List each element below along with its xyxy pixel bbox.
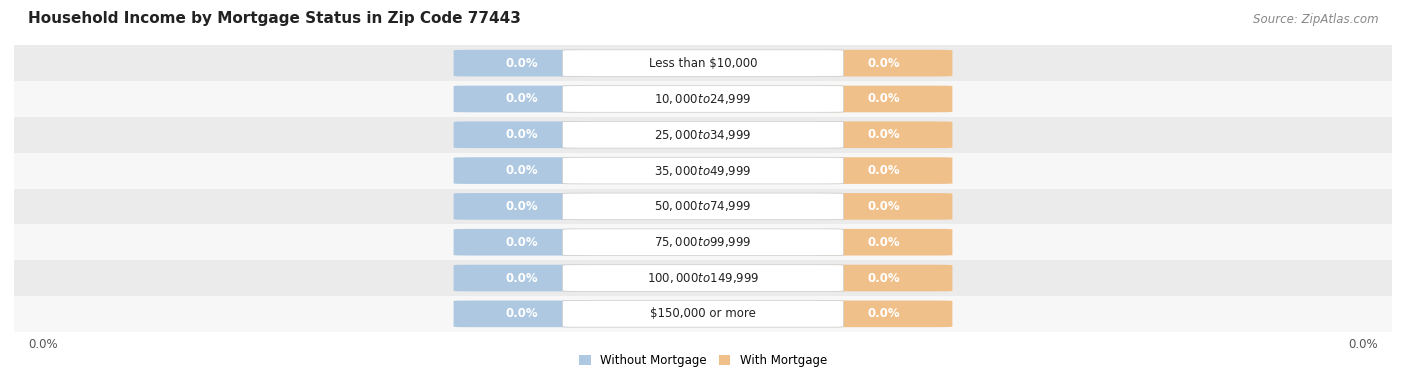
FancyBboxPatch shape [815,157,952,184]
FancyBboxPatch shape [815,265,952,291]
Text: $150,000 or more: $150,000 or more [650,307,756,320]
Text: 0.0%: 0.0% [868,271,900,285]
Text: 0.0%: 0.0% [868,200,900,213]
Bar [14,296,1392,332]
FancyBboxPatch shape [454,157,591,184]
FancyBboxPatch shape [562,265,844,291]
Text: 0.0%: 0.0% [506,236,538,249]
Text: 0.0%: 0.0% [868,57,900,70]
FancyBboxPatch shape [815,193,952,220]
FancyBboxPatch shape [815,50,952,77]
Text: Less than $10,000: Less than $10,000 [648,57,758,70]
Text: 0.0%: 0.0% [868,128,900,141]
FancyBboxPatch shape [562,193,844,220]
FancyBboxPatch shape [815,300,952,327]
FancyBboxPatch shape [562,300,844,327]
Text: $75,000 to $99,999: $75,000 to $99,999 [654,235,752,249]
Bar [14,224,1392,260]
Text: 0.0%: 0.0% [506,307,538,320]
Text: 0.0%: 0.0% [506,200,538,213]
Text: 0.0%: 0.0% [868,92,900,106]
Text: $35,000 to $49,999: $35,000 to $49,999 [654,164,752,178]
FancyBboxPatch shape [815,121,952,148]
FancyBboxPatch shape [562,50,844,77]
FancyBboxPatch shape [562,86,844,112]
Text: $50,000 to $74,999: $50,000 to $74,999 [654,199,752,213]
Text: Household Income by Mortgage Status in Zip Code 77443: Household Income by Mortgage Status in Z… [28,11,520,26]
Text: 0.0%: 0.0% [1348,338,1378,351]
FancyBboxPatch shape [454,193,591,220]
Bar [14,153,1392,188]
Text: $25,000 to $34,999: $25,000 to $34,999 [654,128,752,142]
Text: $10,000 to $24,999: $10,000 to $24,999 [654,92,752,106]
Text: Source: ZipAtlas.com: Source: ZipAtlas.com [1253,12,1378,26]
FancyBboxPatch shape [562,121,844,148]
Text: 0.0%: 0.0% [868,164,900,177]
FancyBboxPatch shape [454,265,591,291]
Text: 0.0%: 0.0% [506,271,538,285]
Text: 0.0%: 0.0% [506,128,538,141]
FancyBboxPatch shape [815,229,952,256]
FancyBboxPatch shape [562,157,844,184]
Text: 0.0%: 0.0% [506,57,538,70]
Bar [14,188,1392,224]
Bar [14,117,1392,153]
FancyBboxPatch shape [454,300,591,327]
FancyBboxPatch shape [815,86,952,112]
Text: 0.0%: 0.0% [506,92,538,106]
Bar [14,260,1392,296]
Text: 0.0%: 0.0% [868,236,900,249]
Bar [14,81,1392,117]
Text: $100,000 to $149,999: $100,000 to $149,999 [647,271,759,285]
FancyBboxPatch shape [562,229,844,256]
Text: 0.0%: 0.0% [28,338,58,351]
FancyBboxPatch shape [454,229,591,256]
FancyBboxPatch shape [454,86,591,112]
Legend: Without Mortgage, With Mortgage: Without Mortgage, With Mortgage [574,349,832,372]
FancyBboxPatch shape [454,50,591,77]
Text: 0.0%: 0.0% [506,164,538,177]
Bar [14,45,1392,81]
Text: 0.0%: 0.0% [868,307,900,320]
FancyBboxPatch shape [454,121,591,148]
